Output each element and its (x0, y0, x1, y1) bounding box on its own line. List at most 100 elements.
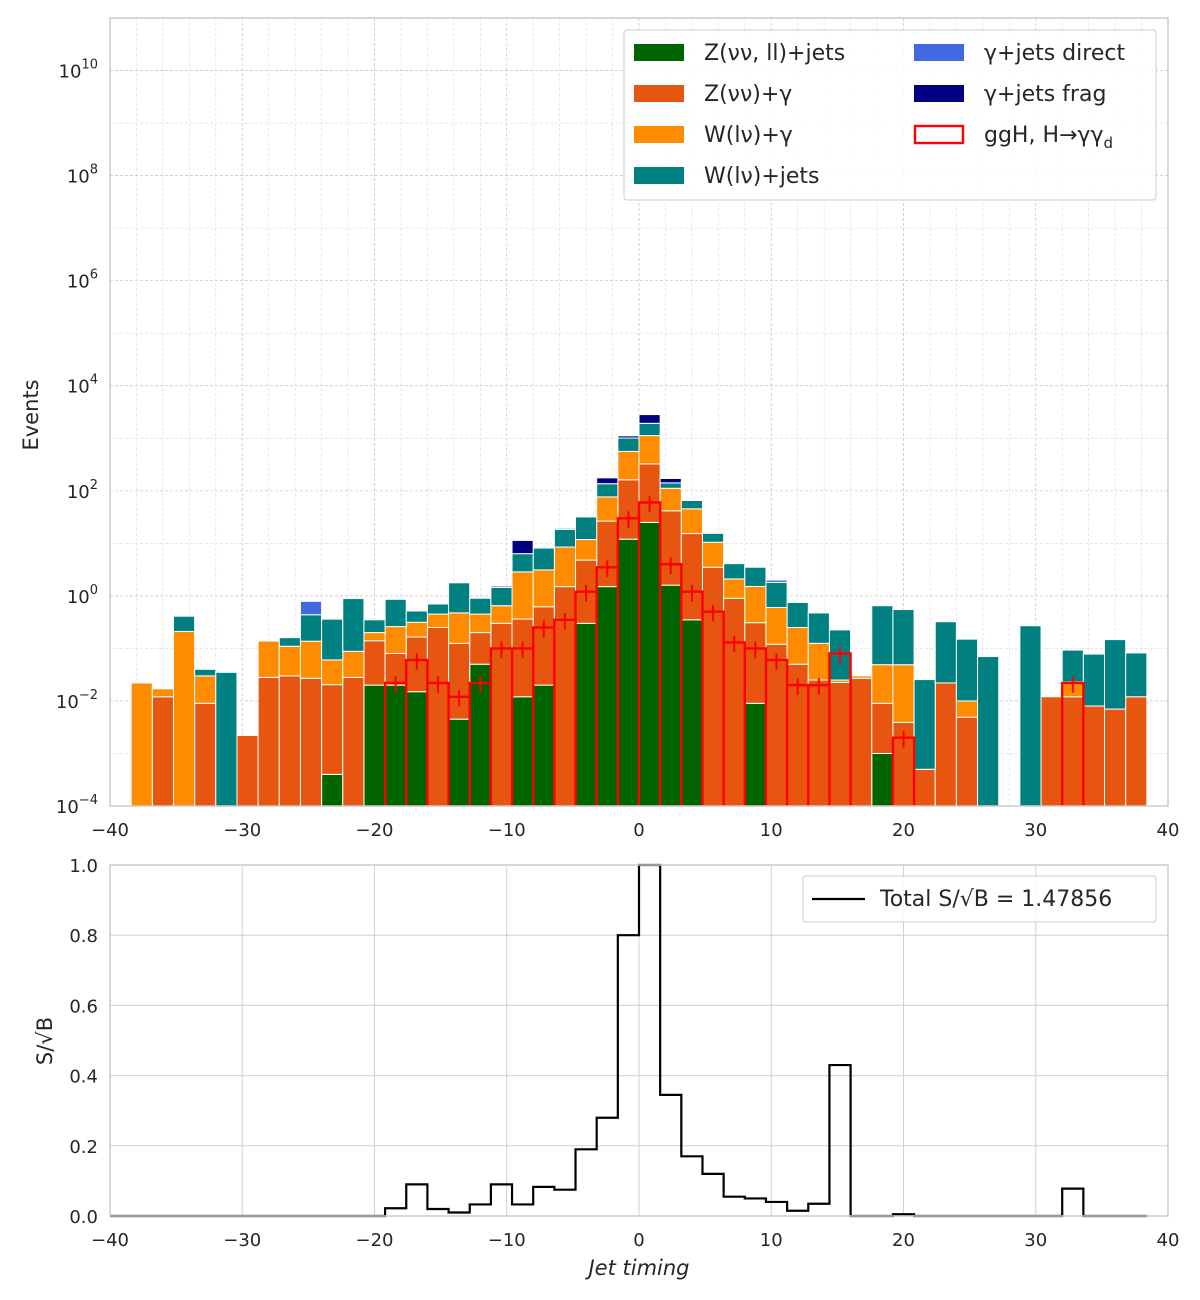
significance-panel: −40 −30 −20 −10 0 10 20 30 40 0.0 0.2 0.4 0.6 0.8 1.0… (33, 856, 1179, 1280)
bar (701, 566, 725, 807)
bar (913, 679, 936, 770)
bar (236, 734, 259, 807)
bar (955, 700, 979, 718)
x-tick-labels: −40 −30 −20 −10 0 10 20 30 40 (91, 820, 1179, 841)
bar (638, 422, 661, 437)
bar (448, 582, 471, 614)
bar (1040, 696, 1063, 807)
bar (1061, 696, 1084, 807)
legend-swatch (634, 85, 684, 102)
bar (871, 605, 894, 666)
bar (553, 546, 577, 588)
bar (680, 508, 703, 535)
bar (448, 718, 471, 807)
bar (934, 682, 957, 807)
bar (130, 682, 153, 807)
bar (194, 702, 217, 807)
bar (659, 477, 682, 484)
bar (955, 716, 979, 807)
y-tick-label: 0.6 (69, 996, 98, 1017)
bar (1125, 696, 1148, 807)
legend-label: γ+jets frag (984, 82, 1106, 107)
bar (744, 585, 767, 624)
bar (532, 547, 555, 571)
bar (321, 773, 344, 807)
bar (850, 675, 873, 679)
bar (807, 679, 830, 807)
series-4 (299, 527, 830, 616)
x-tick-label: 10 (760, 820, 783, 841)
bar (765, 579, 788, 583)
bar (617, 538, 640, 807)
significance-frame (109, 864, 1169, 1217)
bar (532, 569, 555, 608)
bar (680, 619, 703, 807)
x-tick-label: −20 (356, 820, 394, 841)
legend-swatch (634, 44, 684, 61)
legend-swatch (634, 126, 684, 143)
y-tick-label: 102 (67, 478, 98, 503)
bar (194, 675, 217, 704)
bar (532, 606, 555, 686)
y-tick-labels: 10−4 10−2 100 102 104 106 108 1010 (56, 58, 98, 818)
bar (913, 768, 936, 807)
x-tick-label: −20 (356, 1230, 394, 1251)
bar (299, 614, 323, 642)
legend-label: Z(νν)+γ (704, 82, 792, 107)
bar (765, 581, 788, 609)
x-tick-label: 30 (1024, 820, 1047, 841)
x-tick-label: −10 (488, 1230, 526, 1251)
bar (469, 632, 492, 665)
bar (257, 640, 280, 678)
bar (532, 684, 555, 807)
bar (575, 622, 598, 807)
bar (299, 640, 323, 679)
y-axis-title: S/√B (33, 1017, 57, 1065)
bar (744, 622, 767, 704)
x-tick-label: 10 (760, 1230, 783, 1251)
y-tick-label: 106 (67, 268, 98, 293)
bar (638, 414, 661, 424)
bar (892, 609, 915, 666)
bar (596, 586, 619, 807)
bar (934, 621, 957, 684)
legend: Z(νν, ll)+jets Z(νν)+γ W(lν)+γ W(lν)+jets γ+… (623, 29, 1157, 201)
legend-box (623, 29, 1157, 201)
bar (426, 603, 450, 615)
bar (871, 702, 894, 754)
histogram-panel: −40 −30 −20 −10 0 10 20 30 40 10−410−21001021041… (19, 17, 1179, 841)
bar (553, 527, 577, 530)
bar (342, 676, 365, 807)
bar (490, 586, 513, 607)
bar (172, 615, 196, 632)
bar (490, 585, 513, 588)
x-tick-label: −40 (91, 1230, 129, 1251)
bar (723, 578, 746, 599)
bar (807, 612, 830, 644)
bar (680, 533, 703, 621)
bar (321, 618, 344, 661)
bar (215, 671, 238, 807)
legend: Total S/√B = 1.47856 (802, 875, 1157, 923)
bar (448, 642, 471, 720)
bar (701, 532, 725, 543)
bar (299, 677, 323, 807)
x-tick-label: 0 (633, 1230, 644, 1251)
bar (659, 584, 682, 807)
bar (363, 619, 386, 634)
bar (892, 664, 915, 723)
bar (701, 541, 725, 568)
legend-swatch (914, 44, 964, 61)
bar (638, 435, 661, 465)
x-tick-label: 0 (633, 820, 644, 841)
bar (1125, 652, 1148, 698)
y-tick-label: 100 (67, 583, 98, 608)
x-tick-label: 40 (1157, 820, 1180, 841)
bar (511, 696, 534, 807)
bar (172, 630, 196, 807)
bar (194, 668, 217, 677)
series-2 (130, 435, 1084, 807)
bar (342, 598, 365, 652)
bar (469, 597, 492, 615)
